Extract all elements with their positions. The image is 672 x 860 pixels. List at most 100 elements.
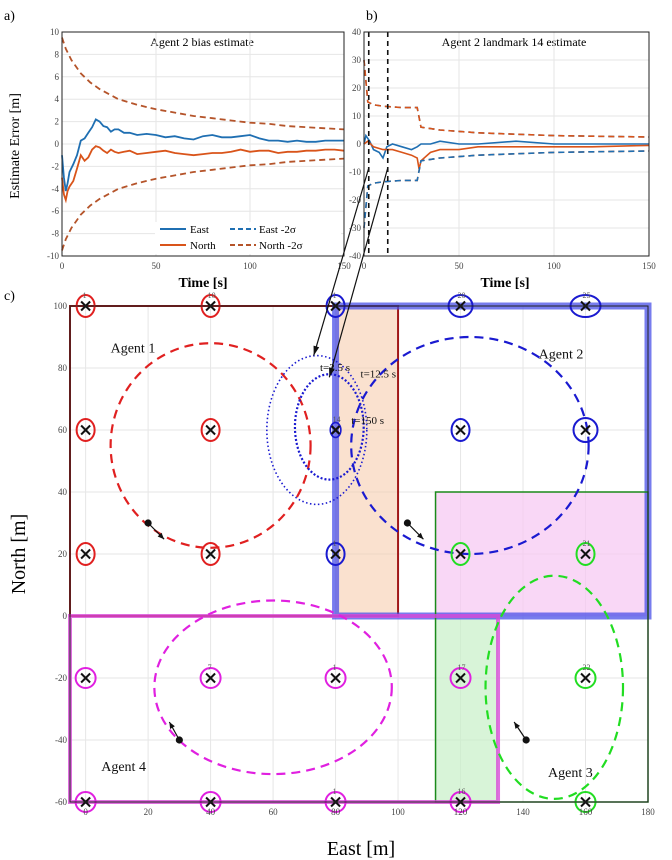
connector-line xyxy=(313,167,370,356)
connector-arrows xyxy=(313,167,389,378)
panel-a-ticks: 0 50 100 150 -10 -8 -6 -4 -2 0 2 4 6 8 10 xyxy=(47,27,351,271)
agent-label: Agent 4 xyxy=(101,760,146,775)
panel-a-ytick-label: 8 xyxy=(55,49,60,59)
panel-a-ytick-label: 4 xyxy=(55,94,60,104)
panel-a-ytick-label: -8 xyxy=(52,229,60,239)
landmark-id: 22 xyxy=(583,663,591,672)
orbit-agent-4 xyxy=(153,599,393,776)
landmark-id: 1 xyxy=(333,539,337,548)
landmark-ellipse xyxy=(200,542,221,566)
panel-b-title: Agent 2 landmark 14 estimate xyxy=(442,35,587,49)
panel-a-xtick-label: 100 xyxy=(243,261,257,271)
panel-b-xtick-label: 150 xyxy=(642,261,656,271)
panel-a-xtick-label: 0 xyxy=(60,261,65,271)
panel-c-annotations: t=2.5 s t=12.5 s t=150 s xyxy=(320,362,396,427)
panel-c-xtick-label: 20 xyxy=(144,807,154,817)
landmark-ellipse xyxy=(574,667,597,689)
legend-north-bound: North -2σ xyxy=(259,240,303,252)
landmark14-ellipse xyxy=(293,373,365,481)
panel-c-xtick-label: 0 xyxy=(83,807,88,817)
panel-b-xlabel: Time [s] xyxy=(480,276,529,291)
panel-a-series xyxy=(61,37,345,251)
panel-c-ytick-label: -20 xyxy=(55,673,67,683)
panel-b-axes xyxy=(363,31,650,257)
panel-c-xtick-label: 140 xyxy=(516,807,530,817)
panel-a-xtick-label: 150 xyxy=(337,261,351,271)
series-line-north- xyxy=(61,157,345,251)
landmark-ellipse xyxy=(325,542,346,566)
series-line-north-2- xyxy=(363,150,650,229)
landmark-id: 7 xyxy=(208,663,212,672)
panel-c-ytick-label: 40 xyxy=(58,487,68,497)
panel-c-landmarks: 1 10 1 20 25 14 1 21 7 1 17 22 1 16 xyxy=(74,291,602,813)
panel-a-legend: East North East -2σ North -2σ xyxy=(155,222,341,254)
panel-a-ytick-label: 2 xyxy=(55,117,60,127)
panel-c-xtick-label: 160 xyxy=(579,807,593,817)
overlap-agent2-agent3 xyxy=(435,492,648,616)
panel-b-label: b) xyxy=(366,9,378,24)
panel-b-xtick-label: 100 xyxy=(547,261,561,271)
landmark-id: 14 xyxy=(333,415,341,424)
overlap-agent1-agent2 xyxy=(335,306,399,616)
landmark-marker xyxy=(455,548,466,560)
panel-c-label: c) xyxy=(4,289,15,304)
panel-b-ytick-label: 40 xyxy=(352,27,362,37)
panel-a-ytick-label: -6 xyxy=(52,206,60,216)
panel-b-ytick-label: 20 xyxy=(352,83,362,93)
arrow-head xyxy=(169,722,175,729)
panel-a-ytick-label: 0 xyxy=(55,139,60,149)
landmark-ellipse xyxy=(74,667,97,689)
landmark-marker xyxy=(580,548,591,560)
landmark-ellipse xyxy=(450,542,471,566)
legend-east: East xyxy=(190,224,209,236)
landmark-marker xyxy=(205,548,216,560)
ellipse-time-label: t=12.5 s xyxy=(361,368,397,380)
landmark14-marker xyxy=(330,425,341,435)
connector-line xyxy=(328,167,389,378)
series-line-north xyxy=(363,140,650,170)
landmark-id: 25 xyxy=(583,291,591,300)
panel-a-label: a) xyxy=(4,9,15,24)
panel-c-xtick-label: 40 xyxy=(206,807,216,817)
landmark-id: 17 xyxy=(458,663,466,672)
panel-b-ytick-label: -10 xyxy=(349,167,361,177)
panel-c-axes xyxy=(69,305,649,803)
connector-arrow-head xyxy=(329,367,335,378)
series-line-north xyxy=(61,145,345,204)
series-line-east- xyxy=(61,37,345,131)
panel-c-orbits xyxy=(109,335,625,801)
landmark-ellipse xyxy=(450,418,471,442)
landmark-ellipse xyxy=(449,667,472,689)
series-line-east-2- xyxy=(363,59,650,138)
ellipse-time-label: t=2.5 s xyxy=(320,362,350,374)
panel-b-series xyxy=(363,32,650,256)
panel-c-ytick-label: 100 xyxy=(54,301,68,311)
panel-c-ytick-label: 0 xyxy=(63,611,68,621)
landmark-id: 20 xyxy=(458,291,466,300)
panel-a-ytick-label: 6 xyxy=(55,72,60,82)
panel-a-ytick-label: -4 xyxy=(52,184,60,194)
landmark-ellipse xyxy=(572,417,599,443)
panel-c-xtick-label: 120 xyxy=(454,807,468,817)
landmark-marker xyxy=(330,548,341,560)
panel-c-ytick-label: 80 xyxy=(58,363,68,373)
legend-north: North xyxy=(190,240,216,252)
landmark-id: 1 xyxy=(333,663,337,672)
landmark-id: 16 xyxy=(458,787,466,796)
panel-c-ytick-label: 20 xyxy=(58,549,68,559)
panel-a-ylabel: Estimate Error [m] xyxy=(8,93,23,199)
landmark-marker xyxy=(580,672,591,684)
landmark-marker xyxy=(205,424,216,436)
panel-b-ytick-label: 0 xyxy=(357,139,362,149)
landmark-marker xyxy=(455,672,466,684)
panel-c-ytick-label: -60 xyxy=(55,797,67,807)
panel-c-xlabel: East [m] xyxy=(327,838,395,860)
panel-c-ticks: 0 20 40 60 80 100 120 140 160 180-60-40-200204060… xyxy=(54,301,656,817)
panel-c-xtick-label: 80 xyxy=(331,807,341,817)
landmark-marker xyxy=(80,548,91,560)
landmark-marker xyxy=(330,672,341,684)
arrow-head xyxy=(514,722,520,729)
landmark-marker xyxy=(580,424,591,436)
